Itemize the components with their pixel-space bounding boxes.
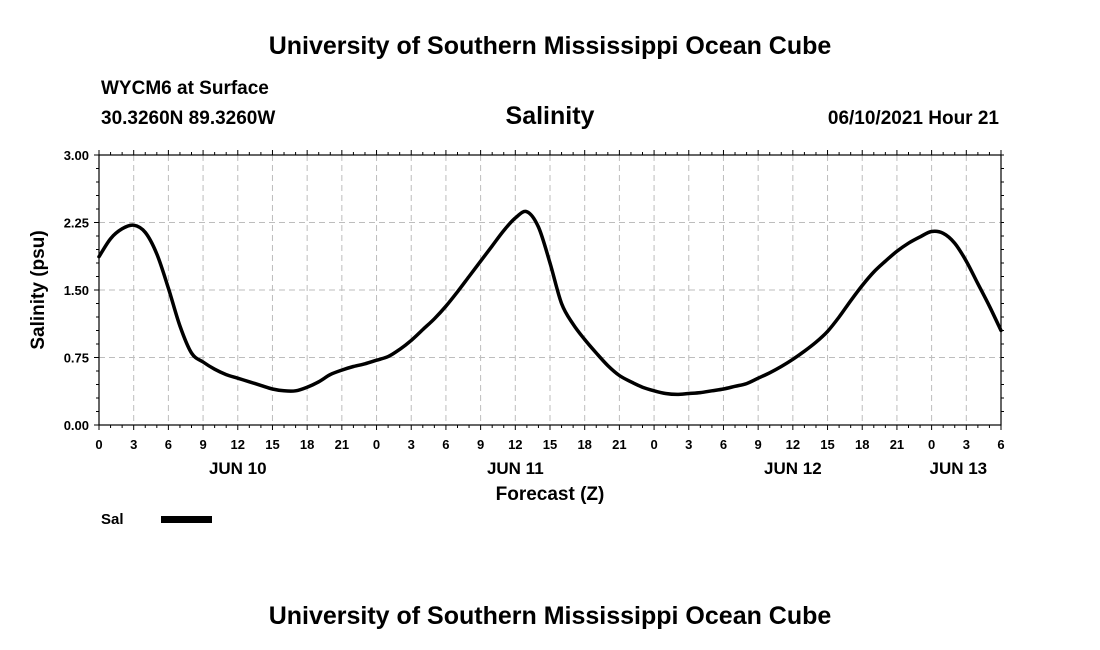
x-tick-label: 6	[997, 437, 1004, 452]
day-label: JUN 10	[209, 459, 267, 478]
x-tick-label: 3	[130, 437, 137, 452]
x-tick-label: 9	[755, 437, 762, 452]
y-axis-label: Salinity (psu)	[28, 230, 49, 349]
x-tick-label: 3	[685, 437, 692, 452]
x-tick-label: 21	[612, 437, 626, 452]
x-tick-label: 0	[95, 437, 102, 452]
coordinates-label: 30.3260N 89.3260W	[101, 108, 275, 129]
day-label: JUN 13	[929, 459, 987, 478]
x-axis-label: Forecast (Z)	[496, 484, 605, 505]
x-tick-label: 15	[543, 437, 557, 452]
salinity-series-line	[97, 209, 1003, 397]
x-tick-label: 21	[335, 437, 349, 452]
legend-swatch	[161, 516, 212, 523]
x-tick-label: 6	[165, 437, 172, 452]
x-tick-label: 6	[442, 437, 449, 452]
y-tick-label: 3.00	[64, 148, 89, 163]
grid-lines	[99, 155, 1001, 425]
x-tick-label: 12	[508, 437, 522, 452]
x-tick-label: 0	[650, 437, 657, 452]
legend: Sal	[101, 511, 212, 528]
x-tick-label: 3	[963, 437, 970, 452]
x-tick-label: 21	[890, 437, 904, 452]
day-labels: JUN 10 JUN 11 JUN 12 JUN 13	[209, 459, 987, 478]
datetime-label: 06/10/2021 Hour 21	[828, 108, 1000, 129]
x-tick-label: 6	[720, 437, 727, 452]
y-tick-label: 0.00	[64, 418, 89, 433]
y-tick-label: 1.50	[64, 283, 89, 298]
x-tick-label: 0	[373, 437, 380, 452]
x-tick-label: 3	[408, 437, 415, 452]
legend-label: Sal	[101, 511, 124, 528]
x-tick-label: 9	[199, 437, 206, 452]
day-label: JUN 11	[487, 459, 544, 478]
day-label: JUN 12	[764, 459, 822, 478]
x-tick-label: 12	[786, 437, 800, 452]
x-tick-label: 15	[265, 437, 279, 452]
y-tick-labels: 0.00 0.75 1.50 2.25 3.00	[64, 148, 89, 433]
chart-title: Salinity	[506, 102, 595, 130]
x-tick-label: 18	[855, 437, 869, 452]
x-tick-label: 9	[477, 437, 484, 452]
y-tick-label: 2.25	[64, 216, 89, 231]
x-tick-label: 15	[820, 437, 834, 452]
x-tick-label: 18	[577, 437, 591, 452]
y-tick-label: 0.75	[64, 351, 89, 366]
x-tick-label: 18	[300, 437, 314, 452]
axis-ticks	[94, 150, 1004, 430]
x-tick-label: 12	[231, 437, 245, 452]
x-tick-labels: 0 3 6 9 12 15 18 21 0 3 6 9 12 15 18 21 0 3 6 9 12 15 18 21 0 3 6	[95, 437, 1004, 452]
top-title: University of Southern Mississippi Ocean…	[269, 32, 832, 60]
x-tick-label: 0	[928, 437, 935, 452]
station-label: WYCM6 at Surface	[101, 78, 269, 99]
bottom-title: University of Southern Mississippi Ocean…	[269, 602, 832, 630]
